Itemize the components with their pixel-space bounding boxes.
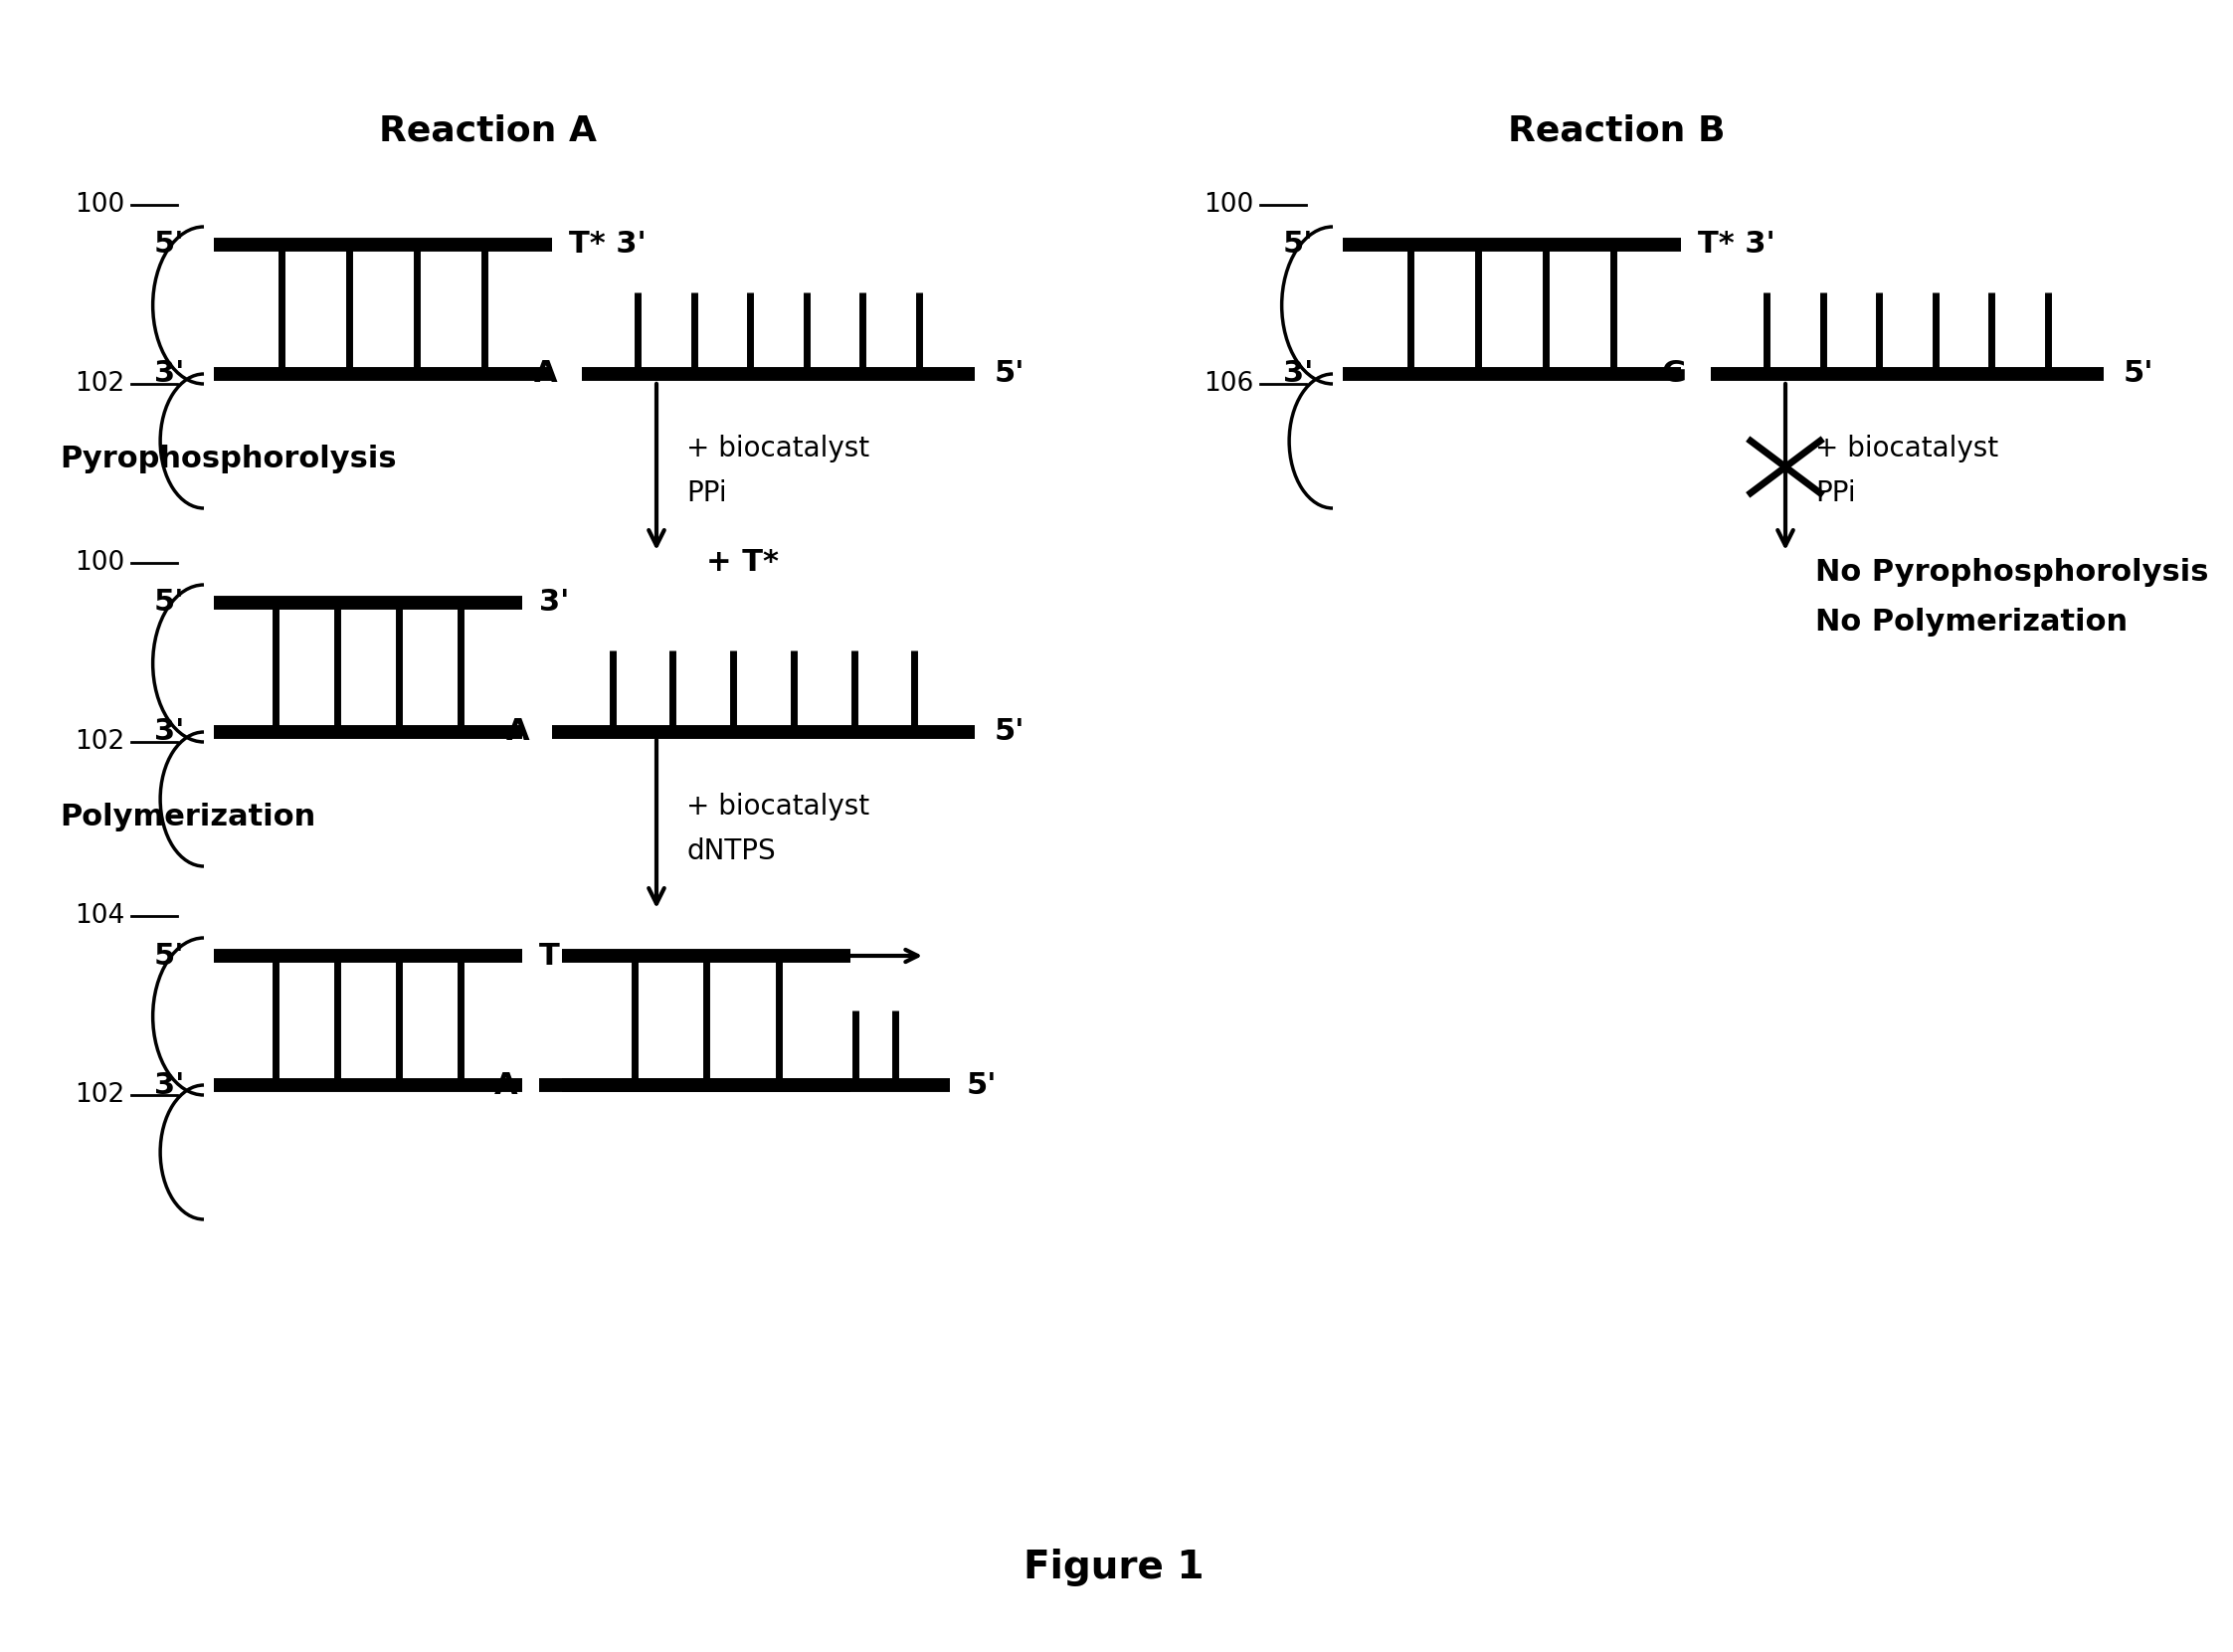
Text: T* 3': T* 3' (569, 230, 645, 259)
Text: 100: 100 (74, 192, 125, 218)
Text: 102: 102 (74, 1082, 125, 1108)
Text: 3': 3' (1282, 360, 1313, 388)
Text: Reaction A: Reaction A (377, 114, 596, 147)
Text: A: A (534, 360, 556, 388)
Text: T: T (538, 942, 560, 970)
Text: 102: 102 (74, 372, 125, 396)
Text: + biocatalyst: + biocatalyst (686, 434, 869, 463)
Text: Reaction B: Reaction B (1507, 114, 1724, 147)
Text: 5': 5' (154, 230, 183, 259)
Text: 102: 102 (74, 729, 125, 755)
Text: 3': 3' (154, 717, 183, 747)
Text: PPi: PPi (1815, 479, 1856, 507)
Text: A: A (505, 717, 529, 747)
Text: 3': 3' (538, 588, 569, 618)
Text: + biocatalyst: + biocatalyst (686, 793, 869, 821)
Text: 3': 3' (154, 360, 183, 388)
Text: + T*: + T* (706, 548, 779, 577)
Text: Figure 1: Figure 1 (1023, 1548, 1204, 1586)
Text: No Polymerization: No Polymerization (1815, 608, 2128, 638)
Text: 5': 5' (994, 717, 1025, 747)
Text: 5': 5' (154, 588, 183, 618)
Text: + biocatalyst: + biocatalyst (1815, 434, 1999, 463)
Text: G: G (1661, 360, 1686, 388)
Text: T* 3': T* 3' (1697, 230, 1775, 259)
Text: 5': 5' (967, 1070, 998, 1100)
Text: 104: 104 (74, 904, 125, 928)
Text: 5': 5' (1282, 230, 1313, 259)
Text: 100: 100 (1204, 192, 1253, 218)
Text: 3': 3' (154, 1070, 183, 1100)
Text: dNTPS: dNTPS (686, 838, 775, 866)
Text: A: A (493, 1070, 518, 1100)
Text: PPi: PPi (686, 479, 726, 507)
Text: 5': 5' (2124, 360, 2155, 388)
Text: 5': 5' (154, 942, 183, 970)
Text: 100: 100 (74, 550, 125, 577)
Text: Polymerization: Polymerization (60, 803, 315, 831)
Text: Pyrophosphorolysis: Pyrophosphorolysis (60, 444, 397, 472)
Text: No Pyrophosphorolysis: No Pyrophosphorolysis (1815, 558, 2208, 588)
Text: 5': 5' (994, 360, 1025, 388)
Text: 106: 106 (1204, 372, 1253, 396)
